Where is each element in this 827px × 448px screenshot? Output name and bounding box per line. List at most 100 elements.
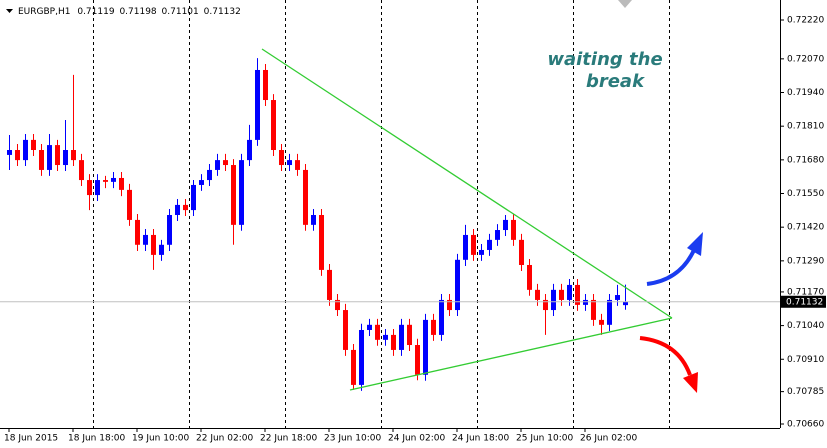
candle-body xyxy=(359,329,364,385)
y-tick-label: 0.71550 xyxy=(787,189,824,199)
x-tick-label: 19 Jun 10:00 xyxy=(132,434,189,444)
candle-body xyxy=(463,234,468,260)
x-tick-label: 24 Jun 18:00 xyxy=(452,434,509,444)
shift-marker xyxy=(618,0,632,8)
candle-body xyxy=(15,150,20,161)
y-tick-label: 0.70785 xyxy=(787,387,824,397)
y-tick-label: 0.71290 xyxy=(787,256,824,266)
y-tick-label: 0.71170 xyxy=(787,287,824,297)
candle-body xyxy=(47,145,52,170)
candle-body xyxy=(423,319,428,375)
period-separators xyxy=(93,0,670,428)
candle-body xyxy=(167,215,172,245)
candle-body xyxy=(135,219,140,245)
candle-body xyxy=(591,299,596,320)
price-label-box xyxy=(781,295,826,308)
candle-body xyxy=(527,264,532,290)
candle-body xyxy=(63,150,68,166)
up-arrow-head xyxy=(687,232,703,256)
candle-body xyxy=(375,324,380,340)
candle-body xyxy=(391,334,396,350)
x-tick-label: 22 Jun 02:00 xyxy=(196,434,253,444)
candle-body xyxy=(207,169,212,181)
x-tick-label: 24 Jun 02:00 xyxy=(388,434,445,444)
candle-body xyxy=(127,189,132,220)
candle-body xyxy=(175,204,180,216)
candle-body xyxy=(543,299,548,311)
y-tick-label: 0.71680 xyxy=(787,155,824,165)
candle-body xyxy=(327,269,332,300)
candle-body xyxy=(439,299,444,335)
trend-line xyxy=(349,317,673,391)
x-tick-label: 25 Jun 10:00 xyxy=(516,434,573,444)
annotation: break xyxy=(586,71,645,92)
candle-body xyxy=(335,299,340,311)
up-arrow xyxy=(646,249,696,286)
candle-body xyxy=(575,284,580,305)
candle-body xyxy=(503,219,508,231)
candle-body xyxy=(319,215,324,270)
candle-body xyxy=(143,234,148,245)
candle-body xyxy=(183,204,188,211)
candle-body xyxy=(535,289,540,300)
candle-body xyxy=(471,234,476,255)
x-tick-label: 18 Jun 18:00 xyxy=(68,434,125,444)
candle-body xyxy=(615,295,620,300)
header-high: 0.71198 xyxy=(119,7,156,17)
header-open: 0.71119 xyxy=(77,7,114,17)
down-arrow xyxy=(639,336,692,376)
y-tick-label: 0.72220 xyxy=(787,16,824,26)
candle-body xyxy=(79,160,84,181)
y-tick-label: 0.70910 xyxy=(787,355,824,365)
x-tick-label: 23 Jun 10:00 xyxy=(324,434,381,444)
candle-body xyxy=(103,180,108,182)
candle-body xyxy=(255,69,260,140)
candle-body xyxy=(223,160,228,166)
y-tick-label: 0.72070 xyxy=(787,54,824,64)
symbol: EURGBP,H1 xyxy=(18,7,70,17)
candle-body xyxy=(415,345,420,375)
candle-body xyxy=(479,249,484,255)
candle-body xyxy=(271,100,276,151)
candle-body xyxy=(511,219,516,240)
candle-body xyxy=(455,259,460,311)
candle-body xyxy=(431,319,436,335)
candle-body xyxy=(447,299,452,311)
x-tick-label: 18 Jun 2015 xyxy=(4,434,58,444)
y-tick-label: 0.71040 xyxy=(787,321,824,331)
header-close: 0.71132 xyxy=(204,7,241,17)
candle-body xyxy=(583,299,588,305)
candle-body xyxy=(231,165,236,225)
candle-body xyxy=(39,150,44,170)
candle-body xyxy=(351,349,356,385)
menu-triangle xyxy=(6,9,13,13)
candle-body xyxy=(383,334,388,340)
candle-body xyxy=(23,139,28,161)
candle-body xyxy=(295,160,300,170)
candle-body xyxy=(567,284,572,300)
y-tick-label: 0.70660 xyxy=(787,420,824,430)
down-arrow-head xyxy=(683,372,698,393)
candle-body xyxy=(551,289,556,311)
candle-body xyxy=(199,180,204,185)
x-tick-label: 22 Jun 18:00 xyxy=(260,434,317,444)
candle-body xyxy=(343,310,348,350)
candle-body xyxy=(623,301,628,306)
header-low: 0.71101 xyxy=(162,7,199,17)
candle-body xyxy=(87,180,92,196)
candle-body xyxy=(71,150,76,161)
candle-body xyxy=(279,150,284,166)
candle-body xyxy=(7,150,12,155)
candle-body xyxy=(111,177,116,182)
y-tick-label: 0.71940 xyxy=(787,88,824,98)
candle-body xyxy=(599,319,604,325)
candle-body xyxy=(95,180,100,196)
price-label: 0.71132 xyxy=(786,297,823,307)
candle-body xyxy=(263,69,268,101)
x-tick-label: 26 Jun 02:00 xyxy=(580,434,637,444)
candle-body xyxy=(407,324,412,346)
candle-body xyxy=(367,324,372,330)
annotation: waiting the xyxy=(547,49,662,70)
